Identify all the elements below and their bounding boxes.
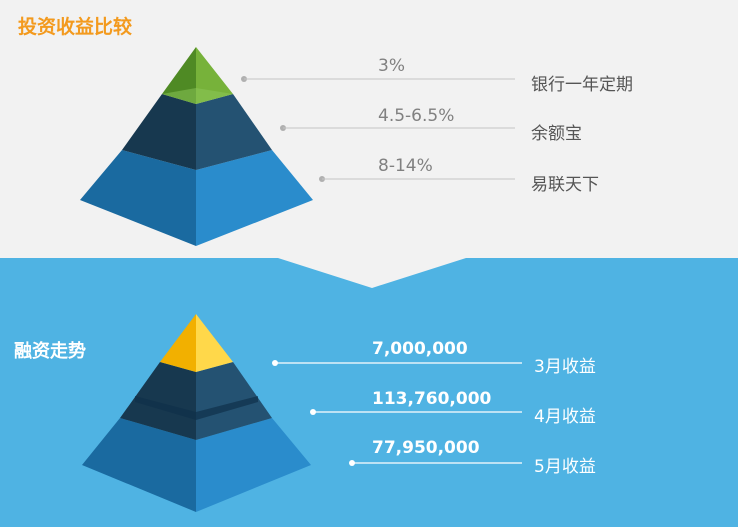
bottom-base-left-face bbox=[82, 418, 196, 512]
bottom-leader-lines bbox=[272, 360, 522, 466]
top-leader-lines bbox=[241, 76, 515, 182]
bottom-middle-band bbox=[135, 396, 258, 420]
tier-2-label: 余额宝 bbox=[531, 124, 582, 144]
bottom-middle-right-face bbox=[196, 362, 272, 440]
investment-comparison-title: 投资收益比较 bbox=[18, 16, 133, 38]
bottom-base-right-face bbox=[196, 418, 311, 512]
financing-trend-title: 融资走势 bbox=[14, 341, 86, 362]
tier-2-rate: 4.5-6.5% bbox=[378, 106, 455, 126]
tier-1-label: 银行一年定期 bbox=[531, 75, 633, 95]
month-1-label: 3月收益 bbox=[534, 357, 596, 377]
tier-1-rate: 3% bbox=[378, 56, 405, 76]
bottom-background bbox=[0, 258, 738, 527]
month-2-amount: 113,760,000 bbox=[372, 389, 492, 409]
financing-pyramid bbox=[82, 314, 311, 512]
month-2-label: 4月收益 bbox=[534, 407, 596, 427]
tier-3-label: 易联天下 bbox=[531, 175, 599, 195]
top-apex-rim bbox=[162, 88, 233, 104]
top-middle-left-face bbox=[122, 94, 196, 170]
month-1-amount: 7,000,000 bbox=[372, 339, 468, 359]
month-3-amount: 77,950,000 bbox=[372, 438, 480, 458]
top-middle-right-face bbox=[196, 94, 272, 170]
bottom-apex-right-face bbox=[196, 314, 233, 372]
bottom-middle-left-face bbox=[120, 362, 196, 440]
investment-pyramid bbox=[80, 47, 313, 246]
month-3-label: 5月收益 bbox=[534, 457, 596, 477]
tier-3-rate: 8-14% bbox=[378, 156, 433, 176]
top-base-left-face bbox=[80, 150, 196, 246]
bottom-apex-left-face bbox=[160, 314, 196, 372]
top-base-right-face bbox=[196, 150, 313, 246]
